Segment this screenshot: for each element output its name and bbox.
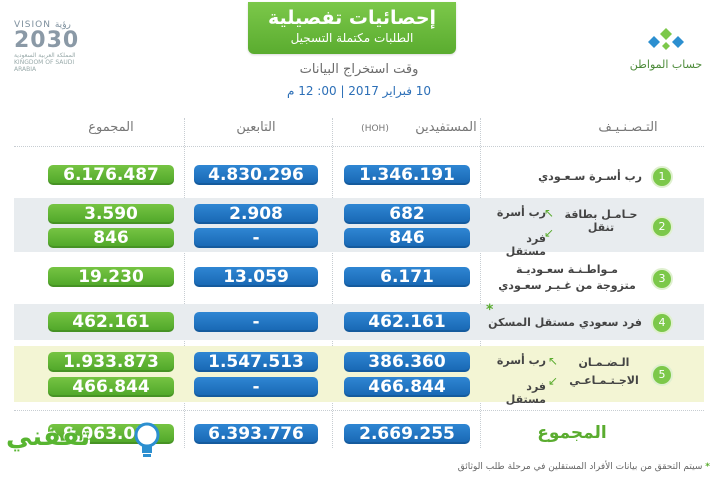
category-number: 2 [651,216,673,238]
watermark-text: ثقفني [6,422,91,452]
title-banner: إحصائيات تفصيلية الطلبات مكتملة التسجيل [248,2,456,54]
arrow-icon: ↙ [544,226,555,240]
total-cell: 1.933.873 [48,352,174,372]
vision-2030-logo: VISION رؤية 2030 المملكة العربية السعودي… [14,20,80,73]
arrow-icon: ↖ [544,206,555,220]
category-label: فرد سعودي مستقل المسكن [488,316,642,329]
citizen-account-label: حساب المواطن [629,58,703,71]
total-beneficiaries-cell: 2.669.255 [344,424,470,444]
dependents-cell: 13.059 [194,267,318,287]
dependents-cell: - [194,377,318,397]
lightbulb-icon [134,422,160,457]
beneficiaries-cell: 846 [344,228,470,248]
page-title: إحصائيات تفصيلية [267,7,437,29]
col-header-total: المجموع [88,120,134,135]
dependents-cell: 1.547.513 [194,352,318,372]
category-number: 1 [651,166,673,188]
beneficiaries-cell: 1.346.191 [344,165,470,185]
totals-divider [14,410,704,411]
total-cell: 19.230 [48,267,174,287]
column-divider [332,118,333,448]
page-subtitle: الطلبات مكتملة التسجيل [290,31,414,45]
column-divider [480,118,481,448]
header-divider [14,146,704,147]
citizen-account-logo: حساب المواطن [626,26,706,71]
category-number: 3 [651,268,673,290]
column-divider [184,118,185,448]
category-label: الـضـمـان [578,356,630,369]
sub-label-head-of-family: رب أسرة [496,206,546,219]
category-label: رب أسـرة سـعـودي [538,170,642,183]
category-label: مـواطـنـة سعـوديـة [516,263,618,276]
sub-label-head-of-family: رب أسرة [496,354,546,367]
arrow-icon: ↖ [548,354,559,368]
extract-time-label: وقت استخراج البيانات [299,62,419,77]
category-number: 5 [651,364,673,386]
sub-label-independent: فرد مستقل [505,232,546,258]
extract-datetime: 10 فبراير 2017 | 00: 12 م [286,84,432,98]
category-label: متزوجة من غـيـر سعـودي [498,279,636,292]
asterisk-mark: * [486,302,494,318]
total-cell: 466.844 [48,377,174,397]
total-cell: 462.161 [48,312,174,332]
arrow-icon: ↙ [548,374,559,388]
beneficiaries-cell: 386.360 [344,352,470,372]
col-header-beneficiaries: المستفيدين [415,120,477,135]
col-header-hoh: (HOH) [361,124,389,134]
sub-label-independent: فرد مستقل [505,380,546,406]
total-cell: 6.176.487 [48,165,174,185]
col-header-category: التـصـنـيـف [598,120,658,135]
footnote-text: سيتم التحقق من بيانات الأفراد المستقلين … [457,462,703,472]
site-watermark-logo: ثقفني [4,420,164,464]
col-header-dependents: التابعين [236,120,276,135]
citizen-account-icon [648,28,684,50]
dependents-cell: 4.830.296 [194,165,318,185]
beneficiaries-cell: 6.171 [344,267,470,287]
dependents-cell: 2.908 [194,204,318,224]
beneficiaries-cell: 466.844 [344,377,470,397]
total-cell: 846 [48,228,174,248]
beneficiaries-cell: 682 [344,204,470,224]
dependents-cell: - [194,312,318,332]
total-cell: 3.590 [48,204,174,224]
total-dependents-cell: 6.393.776 [194,424,318,444]
totals-label: المجموع [537,423,607,443]
category-number: 4 [651,312,673,334]
footnote-asterisk: * [705,462,710,472]
footnote: * سيتم التحقق من بيانات الأفراد المستقلي… [260,462,710,472]
category-label: حـامـل بطاقة تنقل [564,208,638,234]
beneficiaries-cell: 462.161 [344,312,470,332]
dependents-cell: - [194,228,318,248]
category-label: الاجـتـمـاعـي [569,374,639,387]
